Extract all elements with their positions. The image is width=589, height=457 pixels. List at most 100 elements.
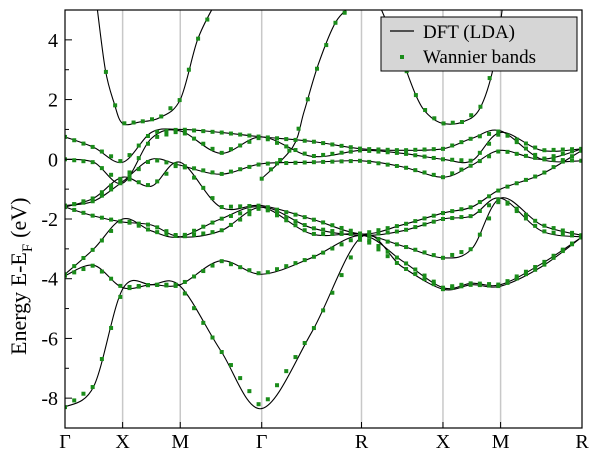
wannier-band-marker	[72, 270, 77, 275]
wannier-band-marker	[118, 176, 123, 181]
wannier-band-marker	[376, 231, 381, 236]
wannier-band-marker	[302, 215, 307, 220]
wannier-band-marker	[136, 223, 141, 228]
y-axis-title: Energy E-EF (eV)	[6, 198, 36, 356]
wannier-band-marker	[164, 128, 169, 133]
wannier-band-marker	[423, 108, 428, 113]
wannier-band-marker	[450, 120, 455, 125]
wannier-band-marker	[287, 148, 292, 153]
wannier-band-marker	[90, 144, 95, 149]
wannier-band-marker	[367, 159, 372, 164]
wannier-band-marker	[192, 306, 197, 311]
wannier-band-marker	[570, 233, 575, 238]
wannier-band-marker	[72, 138, 77, 143]
wannier-band-marker	[376, 149, 381, 154]
wannier-band-marker	[192, 128, 197, 133]
wannier-band-marker	[330, 159, 335, 164]
wannier-band-marker	[109, 154, 114, 159]
wannier-band-marker	[256, 271, 261, 276]
wannier-band-marker	[514, 206, 519, 211]
wannier-band-marker	[551, 154, 556, 159]
wannier-band-marker	[570, 230, 575, 235]
wannier-band-marker	[275, 140, 280, 145]
wannier-band-marker	[192, 228, 197, 233]
wannier-band-marker	[127, 220, 132, 225]
wannier-band-marker	[127, 177, 132, 182]
wannier-band-marker	[413, 153, 418, 158]
wannier-band-marker	[404, 261, 409, 266]
wannier-band-marker	[81, 255, 86, 260]
legend-wannier-marker-swatch	[400, 55, 404, 59]
wannier-band-marker	[99, 215, 104, 220]
wannier-band-marker	[186, 67, 191, 72]
wannier-band-marker	[321, 227, 326, 232]
wannier-band-marker	[311, 254, 316, 259]
wannier-band-marker	[450, 157, 455, 162]
wannier-band-marker	[330, 223, 335, 228]
wannier-band-marker	[173, 130, 178, 135]
wannier-band-marker	[321, 250, 326, 255]
wannier-band-marker	[431, 219, 436, 224]
wannier-band-marker	[109, 183, 114, 188]
wannier-band-marker	[284, 137, 289, 142]
wannier-band-marker	[496, 149, 501, 154]
wannier-band-marker	[99, 357, 104, 362]
wannier-band-marker	[293, 219, 298, 224]
wannier-band-marker	[238, 376, 243, 381]
wannier-band-marker	[228, 363, 233, 368]
wannier-band-marker	[219, 171, 224, 176]
wannier-band-marker	[551, 157, 556, 162]
x-tick-label: X	[115, 431, 130, 452]
wannier-band-marker	[367, 238, 372, 243]
wannier-band-marker	[81, 200, 86, 205]
wannier-band-marker	[109, 276, 114, 281]
wannier-band-marker	[293, 261, 298, 266]
wannier-band-marker	[192, 274, 197, 279]
wannier-band-marker	[284, 215, 289, 220]
wannier-band-marker	[259, 176, 264, 181]
wannier-band-marker	[533, 174, 538, 179]
wannier-band-marker	[376, 244, 381, 249]
wannier-band-marker	[136, 156, 141, 161]
wannier-band-marker	[90, 199, 95, 204]
wannier-band-marker	[358, 146, 362, 151]
y-tick-label: 4	[48, 30, 58, 52]
wannier-band-marker	[81, 267, 86, 272]
wannier-band-marker	[247, 208, 252, 213]
wannier-band-marker	[385, 150, 390, 155]
wannier-band-marker	[533, 155, 538, 160]
wannier-band-marker	[275, 383, 280, 388]
wannier-band-marker	[164, 171, 169, 176]
wannier-band-marker	[542, 157, 547, 162]
wannier-band-marker	[394, 150, 399, 155]
wannier-band-marker	[469, 113, 474, 118]
wannier-band-marker	[431, 155, 436, 160]
wannier-band-marker	[127, 174, 132, 179]
wannier-band-marker	[256, 162, 261, 167]
wannier-band-marker	[487, 154, 492, 159]
wannier-marker-layer	[65, 10, 582, 410]
wannier-band-marker	[192, 175, 197, 180]
wannier-band-marker	[321, 220, 326, 225]
wannier-band-marker	[330, 229, 335, 234]
wannier-band-marker	[514, 151, 519, 156]
wannier-band-marker	[579, 146, 582, 151]
wannier-band-marker	[440, 285, 445, 290]
wannier-band-marker	[65, 203, 67, 208]
wannier-band-marker	[505, 184, 510, 189]
wannier-band-marker	[358, 237, 362, 242]
wannier-band-marker	[311, 226, 316, 231]
wannier-band-marker	[523, 146, 528, 151]
wannier-band-marker	[275, 136, 280, 141]
wannier-band-marker	[440, 175, 445, 180]
wannier-band-marker	[348, 231, 353, 236]
wannier-band-marker	[81, 391, 86, 396]
wannier-band-marker	[72, 398, 77, 403]
wannier-band-marker	[311, 217, 316, 222]
wannier-band-marker	[468, 214, 473, 219]
wannier-band-marker	[459, 250, 464, 255]
wannier-band-marker	[182, 279, 187, 284]
wannier-band-marker	[265, 135, 270, 140]
wannier-band-marker	[118, 179, 123, 184]
wannier-band-marker	[551, 255, 556, 260]
